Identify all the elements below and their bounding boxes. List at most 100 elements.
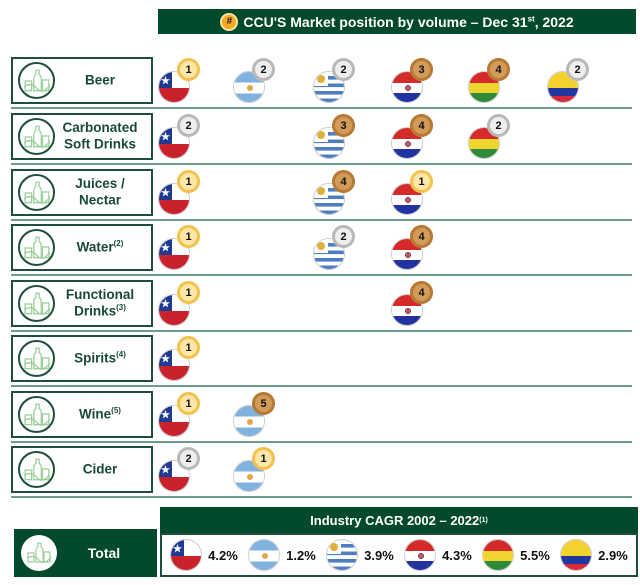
beverage-icon — [18, 451, 55, 488]
category-label: Cider — [82, 461, 118, 477]
position-paraguay: 4 — [391, 281, 441, 329]
position-argentina: 5 — [233, 392, 283, 440]
rank-medal-icon: 1 — [252, 447, 275, 470]
colombia-flag-icon — [560, 539, 593, 571]
position-uruguay: 4 — [313, 170, 363, 218]
cagr-item: 1.2% — [248, 539, 316, 571]
rank-medal-icon: 3 — [410, 58, 433, 81]
category-box: Functional Drinks(3) — [11, 280, 153, 327]
beverage-icon — [18, 285, 55, 322]
market-position-title: # CCU'S Market position by volume – Dec … — [158, 9, 636, 34]
rank-medal-icon: 4 — [332, 170, 355, 193]
total-label-box: Total — [14, 529, 157, 577]
cagr-item: 3.9% — [326, 539, 394, 571]
category-row: Wine(5) 1 5 — [0, 388, 640, 443]
rank-medal-icon: 2 — [332, 225, 355, 248]
rank-medal-icon: 2 — [487, 114, 510, 137]
category-label: Carbonated Soft Drinks — [62, 120, 138, 152]
position-bolivia: 4 — [468, 58, 518, 106]
beverage-icon — [18, 118, 55, 155]
chile-flag-icon — [158, 183, 190, 215]
uruguay-flag-icon — [313, 238, 345, 270]
row-divider — [11, 219, 632, 221]
category-row: Water(2) 1 2 4 — [0, 221, 640, 276]
position-uruguay: 2 — [313, 58, 363, 106]
position-argentina: 1 — [233, 447, 283, 495]
cagr-title: Industry CAGR 2002 – 2022 (1) — [160, 507, 638, 533]
rank-badge-icon: # — [220, 12, 239, 31]
uruguay-flag-icon — [313, 71, 345, 103]
rank-medal-icon: 2 — [332, 58, 355, 81]
rank-medal-icon: 1 — [177, 170, 200, 193]
chile-flag-icon — [158, 349, 190, 381]
category-box: Juices / Nectar — [11, 169, 153, 216]
row-divider — [11, 163, 632, 165]
rank-medal-icon: 2 — [566, 58, 589, 81]
beverage-icon — [18, 396, 55, 433]
paraguay-flag-icon — [391, 71, 423, 103]
argentina-flag-icon — [248, 539, 281, 571]
row-divider — [11, 441, 632, 443]
rank-medal-icon: 4 — [410, 225, 433, 248]
position-chile: 1 — [158, 392, 208, 440]
title-text: CCU'S Market position by volume – Dec 31… — [243, 13, 574, 30]
cagr-item: 5.5% — [482, 539, 550, 571]
category-box: Beer — [11, 57, 153, 104]
cagr-item: 4.3% — [404, 539, 472, 571]
rank-medal-icon: 3 — [332, 114, 355, 137]
category-box: Water(2) — [11, 224, 153, 271]
beverage-icon — [18, 62, 55, 99]
position-uruguay: 3 — [313, 114, 363, 162]
rank-medal-icon: 4 — [410, 114, 433, 137]
cagr-value: 2.9% — [598, 547, 628, 563]
cagr-value: 1.2% — [286, 547, 316, 563]
row-divider — [11, 107, 632, 109]
position-chile: 1 — [158, 170, 208, 218]
rank-medal-icon: 1 — [177, 58, 200, 81]
category-row: Beer 1 2 2 3 4 2 — [0, 54, 640, 109]
rank-medal-icon: 4 — [410, 281, 433, 304]
row-divider — [11, 330, 632, 332]
category-label: Juices / Nectar — [75, 176, 125, 208]
category-label: Water(2) — [76, 239, 124, 255]
category-box: Cider — [11, 446, 153, 493]
cagr-item: 4.2% — [170, 539, 238, 571]
position-chile: 1 — [158, 281, 208, 329]
position-colombia: 2 — [547, 58, 597, 106]
position-paraguay: 4 — [391, 114, 441, 162]
rank-medal-icon: 1 — [177, 225, 200, 248]
rank-medal-icon: 2 — [252, 58, 275, 81]
cagr-values: 4.2% 1.2% 3.9% 4.3% 5.5% 2.9% — [160, 533, 638, 577]
cagr-value: 4.3% — [442, 547, 472, 563]
paraguay-flag-icon — [391, 238, 423, 270]
position-paraguay: 1 — [391, 170, 441, 218]
position-argentina: 2 — [233, 58, 283, 106]
category-box: Carbonated Soft Drinks — [11, 113, 153, 160]
paraguay-flag-icon — [391, 294, 423, 326]
beverage-icon — [18, 340, 55, 377]
beverage-icon — [21, 535, 57, 571]
beverage-icon — [18, 229, 55, 266]
cagr-value: 3.9% — [364, 547, 394, 563]
category-row: Juices / Nectar 1 4 1 — [0, 166, 640, 221]
rank-medal-icon: 5 — [252, 392, 275, 415]
row-divider — [11, 385, 632, 387]
rank-medal-icon: 1 — [177, 392, 200, 415]
position-bolivia: 2 — [468, 114, 518, 162]
rank-medal-icon: 2 — [177, 114, 200, 137]
paraguay-flag-icon — [404, 539, 437, 571]
position-paraguay: 4 — [391, 225, 441, 273]
rank-medal-icon: 2 — [177, 447, 200, 470]
category-row: Carbonated Soft Drinks 2 3 4 2 — [0, 110, 640, 165]
paraguay-flag-icon — [391, 183, 423, 215]
category-label: Wine(5) — [79, 406, 121, 422]
position-chile: 2 — [158, 447, 208, 495]
cagr-value: 4.2% — [208, 547, 238, 563]
row-divider — [11, 274, 632, 276]
category-row: Spirits(4) 1 — [0, 332, 640, 387]
chile-flag-icon — [158, 127, 190, 159]
category-label: Functional Drinks(3) — [65, 287, 135, 319]
rank-medal-icon: 4 — [487, 58, 510, 81]
row-divider — [11, 496, 632, 498]
position-paraguay: 3 — [391, 58, 441, 106]
